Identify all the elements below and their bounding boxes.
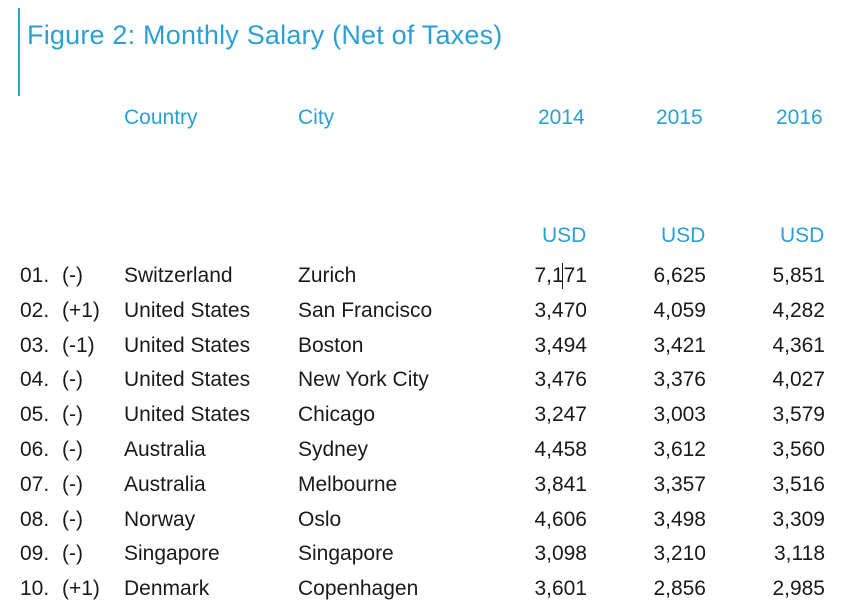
header-country: Country — [124, 106, 198, 129]
cell-change: (-) — [62, 542, 83, 566]
cell-rank: 09. — [20, 542, 50, 566]
cell-2016: 4,282 — [772, 298, 825, 322]
text-cursor — [562, 263, 563, 289]
cell-rank: 04. — [20, 368, 50, 392]
cell-2014: 4,458 — [534, 438, 587, 461]
unit-2016: USD — [780, 224, 825, 247]
cell-2014: 3,494 — [534, 333, 587, 357]
cell-city: San Francisco — [298, 298, 433, 322]
cell-2016: 3,560 — [772, 438, 825, 461]
cell-2015: 3,003 — [653, 403, 706, 427]
cell-rank: 02. — [20, 298, 50, 322]
cell-city: Boston — [298, 333, 364, 357]
cell-change: (-1) — [62, 333, 95, 357]
cell-change: (-) — [62, 507, 83, 531]
cell-rank: 06. — [20, 438, 50, 461]
cell-2016: 3,516 — [772, 472, 825, 496]
cell-city: Singapore — [298, 542, 394, 566]
cell-change: (+1) — [62, 298, 100, 322]
cell-change: (-) — [62, 368, 83, 392]
cell-country: United States — [124, 368, 251, 392]
cell-rank: 05. — [20, 403, 50, 427]
cell-2016: 4,361 — [772, 333, 825, 357]
cell-country: United States — [124, 403, 251, 427]
cell-2015: 3,421 — [653, 333, 706, 357]
cell-rank: 01. — [20, 264, 50, 287]
cell-country: Australia — [124, 472, 206, 496]
cell-2014: 3,470 — [534, 298, 587, 322]
header-2015: 2015 — [656, 106, 703, 129]
cell-2014: 7,171 — [534, 264, 587, 287]
cell-2014: 3,476 — [534, 368, 587, 392]
header-city: City — [298, 106, 335, 129]
cell-country: Norway — [124, 507, 196, 531]
cell-2016: 2,985 — [772, 577, 825, 601]
cell-change: (-) — [62, 438, 83, 461]
title-accent-line — [18, 8, 20, 96]
cell-rank: 07. — [20, 472, 50, 496]
unit-2014: USD — [542, 224, 587, 247]
cell-city: Oslo — [298, 507, 342, 531]
cell-country: United States — [124, 333, 251, 357]
cell-country: Singapore — [124, 542, 220, 566]
cell-2016: 3,579 — [772, 403, 825, 427]
cell-2016: 3,118 — [774, 542, 825, 566]
cell-2015: 3,357 — [653, 472, 706, 496]
cell-rank: 08. — [20, 507, 50, 531]
cell-2015: 3,210 — [653, 542, 706, 566]
cell-country: United States — [124, 298, 251, 322]
cell-city: Melbourne — [298, 472, 398, 496]
header-2016: 2016 — [776, 106, 823, 129]
cell-country: Australia — [124, 438, 206, 461]
cell-2014: 3,841 — [534, 472, 587, 496]
cell-2014: 3,098 — [534, 542, 587, 566]
cell-change: (-) — [62, 403, 83, 427]
unit-2015: USD — [661, 224, 706, 247]
cell-city: Zurich — [298, 264, 357, 287]
cell-2015: 6,625 — [653, 264, 706, 287]
cell-city: New York City — [298, 368, 429, 392]
figure-title: Figure 2: Monthly Salary (Net of Taxes) — [27, 20, 503, 50]
cell-2016: 4,027 — [772, 368, 825, 392]
cell-city: Copenhagen — [298, 577, 419, 601]
cell-rank: 03. — [20, 333, 50, 357]
cell-2014: 3,601 — [534, 577, 587, 601]
header-2014: 2014 — [538, 106, 585, 129]
cell-city: Sydney — [298, 438, 369, 461]
cell-2014: 4,606 — [534, 507, 587, 531]
cell-2015: 3,612 — [653, 438, 706, 461]
cell-2014: 3,247 — [534, 403, 587, 427]
cell-rank: 10. — [20, 577, 50, 601]
cell-2015: 3,498 — [653, 507, 706, 531]
cell-city: Chicago — [298, 403, 376, 427]
cell-change: (+1) — [62, 577, 100, 601]
cell-2016: 5,851 — [772, 264, 825, 287]
cell-change: (-) — [62, 472, 83, 496]
cell-2015: 2,856 — [653, 577, 706, 601]
cell-country: Switzerland — [124, 264, 233, 287]
cell-2015: 4,059 — [653, 298, 706, 322]
cell-change: (-) — [62, 264, 83, 287]
cell-country: Denmark — [124, 577, 210, 601]
cell-2015: 3,376 — [653, 368, 706, 392]
cell-2016: 3,309 — [772, 507, 825, 531]
